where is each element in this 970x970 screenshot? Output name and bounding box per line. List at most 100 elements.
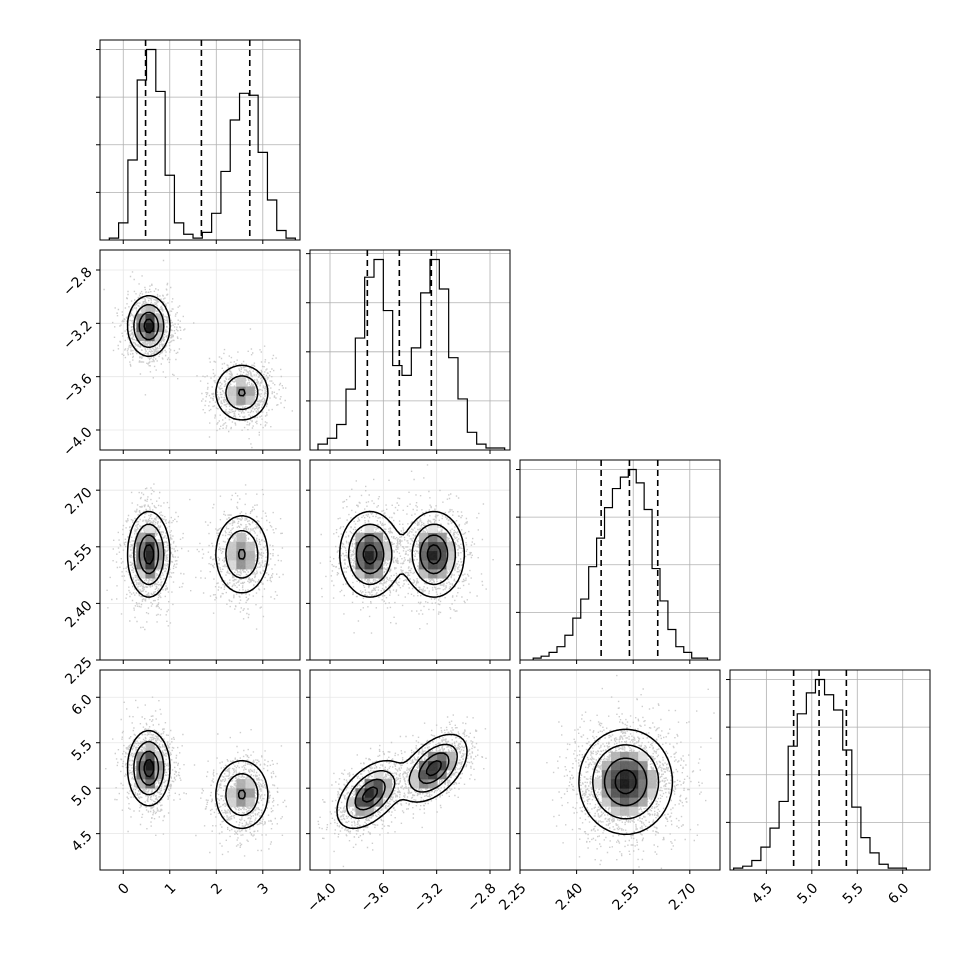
panel-frame-1-0 bbox=[99, 249, 301, 451]
contour-3-2-1 bbox=[592, 744, 660, 820]
panel-frame-2 bbox=[519, 459, 721, 661]
contour-1-0-0 bbox=[126, 294, 269, 421]
hist2d-cell bbox=[373, 550, 384, 561]
hist2d-cell bbox=[136, 779, 146, 789]
hist2d-cell bbox=[446, 560, 456, 570]
hist2d-cell bbox=[145, 550, 155, 561]
density-panel-3-1 bbox=[306, 669, 511, 874]
hist2d-cell bbox=[236, 532, 246, 543]
hist2d-cell bbox=[145, 779, 155, 789]
hist-panel-1 bbox=[306, 249, 511, 454]
hist2d-cell bbox=[355, 788, 365, 798]
hist2d-cell bbox=[364, 550, 374, 561]
hist2d-cell bbox=[227, 386, 237, 396]
hist2d-cell bbox=[437, 560, 447, 570]
hist2d-cell bbox=[245, 779, 255, 789]
scatter-points-2-0 bbox=[106, 483, 284, 631]
hist2d-cell bbox=[227, 541, 237, 552]
hist2d-cell bbox=[154, 751, 164, 762]
ytick-label-2-3: 2.70 bbox=[62, 485, 95, 518]
hist2d-cell bbox=[382, 788, 393, 798]
hist2d-cell bbox=[373, 770, 384, 780]
hist2d-cell bbox=[145, 751, 155, 762]
hist2d-cell bbox=[355, 797, 365, 807]
hist2d-cell bbox=[236, 377, 246, 387]
hist2d-cell bbox=[373, 779, 384, 789]
hist2d-cell bbox=[136, 550, 146, 561]
hist2d-cell bbox=[245, 541, 255, 552]
xtick-label-1-3: −2.8 bbox=[464, 880, 499, 915]
hist2d-cell bbox=[154, 322, 164, 333]
hist2d-cell bbox=[236, 541, 246, 552]
density-content-3-0 bbox=[100, 670, 300, 870]
hist2d-cell bbox=[227, 797, 237, 807]
hist2d-cell bbox=[154, 313, 164, 324]
hist2d-cell bbox=[373, 560, 384, 570]
contour-3-1-0 bbox=[336, 733, 468, 830]
hist2d-cell bbox=[227, 788, 237, 798]
hist2d-cell bbox=[355, 560, 365, 570]
ytick-label-3-0: 4.5 bbox=[69, 828, 96, 855]
hist2d-cell bbox=[154, 331, 164, 342]
hist2d-cell bbox=[373, 788, 384, 798]
xtick-label-3-0: 4.5 bbox=[749, 880, 776, 907]
ytick-label-2-1: 2.40 bbox=[62, 598, 95, 631]
ytick-label-3-1: 5.0 bbox=[69, 783, 96, 810]
hist2d-cell bbox=[592, 779, 603, 789]
hist2d-cell bbox=[428, 523, 438, 534]
hist2d-cell bbox=[364, 523, 374, 534]
hist2d-cell bbox=[154, 560, 164, 570]
hist2d-cell bbox=[610, 760, 621, 771]
xtick-label-0-3: 3 bbox=[255, 880, 273, 898]
contour-2-0-1 bbox=[133, 523, 259, 586]
hist2d-cell bbox=[136, 569, 146, 579]
hist2d-cell bbox=[346, 797, 356, 807]
hist2d-cell bbox=[145, 322, 155, 333]
hist2d-cell bbox=[145, 560, 155, 570]
hist2d-cell bbox=[629, 751, 639, 762]
hist2d-cell bbox=[446, 751, 456, 762]
hist2d-cell bbox=[647, 770, 657, 780]
hist2d-cell bbox=[154, 770, 164, 780]
hist2d-cell bbox=[437, 550, 447, 561]
hist2d-cell bbox=[419, 760, 429, 771]
hist2d-cell bbox=[610, 788, 621, 798]
xtick-label-3-1: 5.0 bbox=[794, 880, 821, 907]
xtick-label-2-3: 2.70 bbox=[666, 880, 699, 913]
xtick-label-1-0: −4.0 bbox=[304, 880, 339, 915]
hist2d-cell bbox=[428, 760, 438, 771]
contour-2-1-1 bbox=[347, 523, 457, 586]
contour-2-1-3 bbox=[362, 544, 442, 565]
hist2d-cell bbox=[236, 550, 246, 561]
density-panel-2-1 bbox=[306, 459, 511, 664]
density-content-2-0 bbox=[100, 460, 300, 660]
contour-2-0-0 bbox=[126, 510, 269, 598]
ytick-label-3-3: 6.0 bbox=[69, 692, 96, 719]
contour-3-0-2 bbox=[138, 750, 246, 800]
hist2d-cell bbox=[136, 331, 146, 342]
hist-panel-2 bbox=[516, 459, 721, 664]
contour-1-0-2 bbox=[138, 311, 246, 397]
hist2d-cell bbox=[610, 770, 621, 780]
contour-3-0-0 bbox=[126, 729, 269, 830]
hist2d-cell bbox=[245, 560, 255, 570]
histogram-2 bbox=[532, 468, 709, 660]
panel-frame-2-1 bbox=[309, 459, 511, 661]
xtick-label-2-1: 2.40 bbox=[553, 880, 586, 913]
xtick-label-1-1: −3.6 bbox=[358, 880, 393, 915]
density-content-1-0 bbox=[100, 250, 300, 450]
ytick-label-1-3: −2.8 bbox=[60, 264, 95, 299]
panel-frame-3-1 bbox=[309, 669, 511, 871]
contour-2-1-0 bbox=[339, 510, 466, 598]
hist2d-cell bbox=[638, 751, 648, 762]
scatter-points-3-0 bbox=[105, 696, 287, 857]
contour-2-0-2 bbox=[138, 534, 246, 575]
hist2d-cell bbox=[355, 806, 365, 816]
hist2d-cell bbox=[355, 541, 365, 552]
panel-frame-3-2 bbox=[519, 669, 721, 871]
hist2d-cell bbox=[647, 779, 657, 789]
hist2d-cell bbox=[364, 532, 374, 543]
hist2d-cell bbox=[236, 797, 246, 807]
hist2d-cell bbox=[437, 569, 447, 579]
hist2d-cell bbox=[638, 770, 648, 780]
